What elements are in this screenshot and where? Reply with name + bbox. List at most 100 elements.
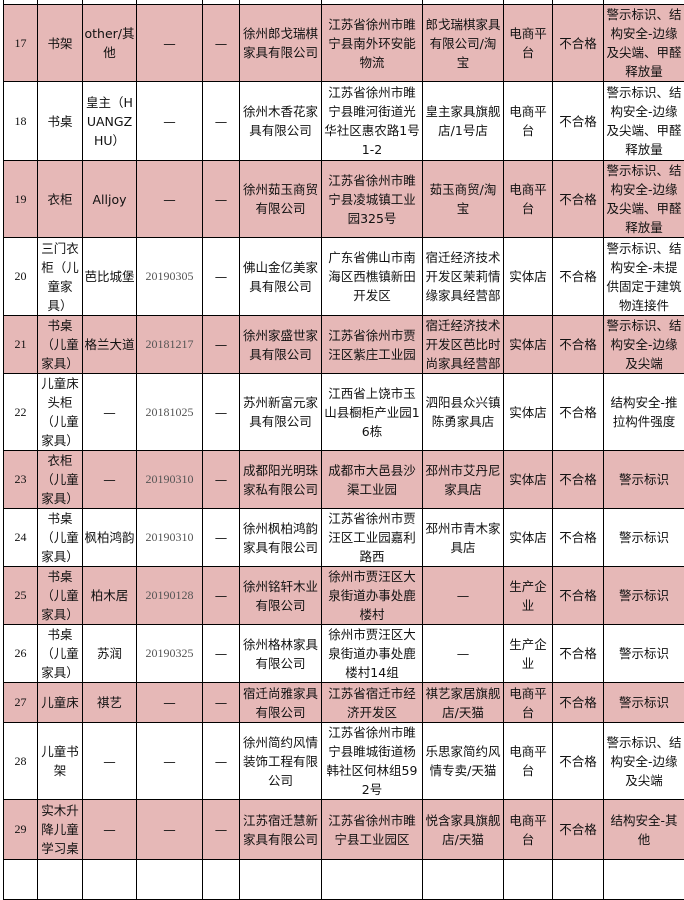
brand-cell: 格兰大道 xyxy=(83,316,137,374)
empty-cell xyxy=(322,860,423,900)
producer-address-cell: 成都市大邑县沙渠工业园 xyxy=(322,451,423,509)
failed-items-cell: 警示标识 xyxy=(604,683,684,723)
empty-cell xyxy=(604,860,684,900)
test-result-cell: 不合格 xyxy=(553,316,604,374)
empty-cell xyxy=(83,860,137,900)
sales-channel-cell: 实体店 xyxy=(504,374,553,451)
row-number-cell: 17 xyxy=(4,5,38,82)
seller-cell: 郎戈瑞棋家具有限公司/淘宝 xyxy=(423,5,504,82)
empty-cell xyxy=(137,860,203,900)
failed-items-cell: 结构安全-其他 xyxy=(604,800,684,860)
seller-cell: 邳州市艾丹尼家具店 xyxy=(423,451,504,509)
production-date-cell: — xyxy=(137,723,203,800)
producer-address-cell: 江西省上饶市玉山县橱柜产业园16栋 xyxy=(322,374,423,451)
sales-channel-cell: 生产企业 xyxy=(504,567,553,625)
empty-cell xyxy=(553,860,604,900)
production-date-cell: — xyxy=(137,5,203,82)
producer-address-cell: 江苏省徐州市睢宁县凌城镇工业园325号 xyxy=(322,161,423,238)
row-number-cell: 20 xyxy=(4,238,38,316)
specification-cell: — xyxy=(203,683,240,723)
brand-cell: — xyxy=(83,451,137,509)
row-number-cell: 22 xyxy=(4,374,38,451)
row-number-cell: 23 xyxy=(4,451,38,509)
brand-cell: — xyxy=(83,374,137,451)
failed-items-cell: 警示标识、结构安全-未提供固定于建筑物连接件 xyxy=(604,238,684,316)
empty-cell xyxy=(240,860,322,900)
product-name-cell: 书架 xyxy=(38,5,83,82)
specification-cell: — xyxy=(203,5,240,82)
row-number-cell: 28 xyxy=(4,723,38,800)
specification-cell: — xyxy=(203,800,240,860)
production-date-cell: — xyxy=(137,800,203,860)
product-name-cell: 书桌（儿童家具） xyxy=(38,567,83,625)
sales-channel-cell: 电商平台 xyxy=(504,82,553,161)
sales-channel-cell: 生产企业 xyxy=(504,625,553,683)
row-number-cell: 29 xyxy=(4,800,38,860)
production-date-cell: 20181025 xyxy=(137,374,203,451)
producer-cell: 佛山金亿美家具有限公司 xyxy=(240,238,322,316)
row-number-cell: 19 xyxy=(4,161,38,238)
empty-cell xyxy=(423,860,504,900)
seller-cell: — xyxy=(423,567,504,625)
specification-cell: — xyxy=(203,567,240,625)
producer-cell: 苏州新富元家具有限公司 xyxy=(240,374,322,451)
brand-cell: Alljoy xyxy=(83,161,137,238)
production-date-cell: 20190305 xyxy=(137,238,203,316)
brand-cell: 祺艺 xyxy=(83,683,137,723)
test-result-cell: 不合格 xyxy=(553,451,604,509)
failed-items-cell: 警示标识 xyxy=(604,451,684,509)
test-result-cell: 不合格 xyxy=(553,723,604,800)
production-date-cell: 20190128 xyxy=(137,567,203,625)
seller-cell: 宿迁经济技术开发区芭比时尚家具经营部 xyxy=(423,316,504,374)
production-date-cell: — xyxy=(137,161,203,238)
seller-cell: 宿迁经济技术开发区茉莉情缘家具经营部 xyxy=(423,238,504,316)
brand-cell: — xyxy=(83,723,137,800)
empty-cell xyxy=(4,860,38,900)
producer-cell: 徐州格林家具有限公司 xyxy=(240,625,322,683)
sales-channel-cell: 实体店 xyxy=(504,451,553,509)
producer-cell: 成都阳光明珠家私有限公司 xyxy=(240,451,322,509)
row-number-cell: 18 xyxy=(4,82,38,161)
producer-cell: 徐州郎戈瑞棋家具有限公司 xyxy=(240,5,322,82)
test-result-cell: 不合格 xyxy=(553,567,604,625)
product-name-cell: 儿童床头柜（儿童家具） xyxy=(38,374,83,451)
specification-cell: — xyxy=(203,82,240,161)
producer-cell: 徐州简约风情装饰工程有限公司 xyxy=(240,723,322,800)
seller-cell: 悦含家具旗舰店/天猫 xyxy=(423,800,504,860)
production-date-cell: 20190325 xyxy=(137,625,203,683)
failed-items-cell: 警示标识、结构安全-边缘及尖端、甲醛释放量 xyxy=(604,82,684,161)
test-result-cell: 不合格 xyxy=(553,161,604,238)
product-name-cell: 书桌（儿童家具） xyxy=(38,316,83,374)
product-name-cell: 衣柜 xyxy=(38,161,83,238)
seller-cell: 皇主家具旗舰店/1号店 xyxy=(423,82,504,161)
failed-items-cell: 警示标识 xyxy=(604,567,684,625)
producer-cell: 徐州茹玉商贸有限公司 xyxy=(240,161,322,238)
producer-cell: 徐州铭轩木业有限公司 xyxy=(240,567,322,625)
brand-cell: — xyxy=(83,800,137,860)
specification-cell: — xyxy=(203,161,240,238)
sales-channel-cell: 电商平台 xyxy=(504,800,553,860)
production-date-cell: 20190310 xyxy=(137,509,203,567)
test-result-cell: 不合格 xyxy=(553,374,604,451)
producer-address-cell: 江苏省徐州市睢宁县睢河街道光华社区惠农路1号1-2 xyxy=(322,82,423,161)
producer-cell: 徐州木香花家具有限公司 xyxy=(240,82,322,161)
producer-cell: 徐州家盛世家具有限公司 xyxy=(240,316,322,374)
producer-address-cell: 徐州市贾汪区大泉街道办事处鹿楼村 xyxy=(322,567,423,625)
brand-cell: 柏木居 xyxy=(83,567,137,625)
sales-channel-cell: 电商平台 xyxy=(504,161,553,238)
failed-items-cell: 警示标识 xyxy=(604,625,684,683)
test-result-cell: 不合格 xyxy=(553,800,604,860)
producer-cell: 宿迁尚雅家具有限公司 xyxy=(240,683,322,723)
production-date-cell: — xyxy=(137,683,203,723)
specification-cell: — xyxy=(203,625,240,683)
row-number-cell: 21 xyxy=(4,316,38,374)
row-number-cell: 25 xyxy=(4,567,38,625)
specification-cell: — xyxy=(203,723,240,800)
